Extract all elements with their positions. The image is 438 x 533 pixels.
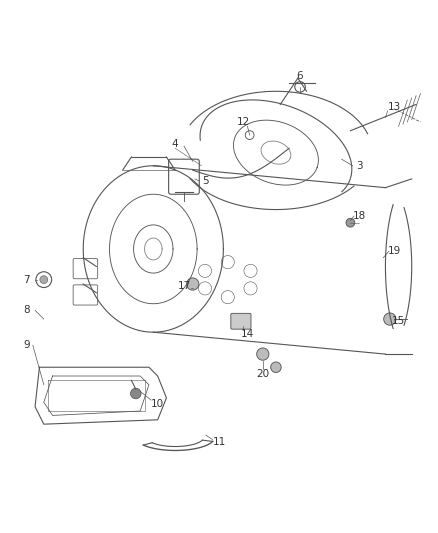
- Text: 10: 10: [151, 399, 164, 409]
- Text: 18: 18: [353, 211, 366, 221]
- Text: 17: 17: [177, 281, 191, 291]
- Text: 8: 8: [23, 305, 30, 316]
- Circle shape: [187, 278, 199, 290]
- FancyBboxPatch shape: [231, 313, 251, 329]
- Circle shape: [40, 276, 48, 284]
- Text: 14: 14: [241, 329, 254, 340]
- Text: 12: 12: [237, 117, 250, 127]
- Circle shape: [346, 219, 355, 227]
- Text: 5: 5: [202, 176, 209, 186]
- Text: 13: 13: [388, 102, 401, 111]
- Text: 9: 9: [23, 341, 30, 350]
- Text: 15: 15: [392, 316, 405, 326]
- Text: 3: 3: [356, 161, 363, 171]
- Text: 6: 6: [297, 71, 304, 81]
- Circle shape: [384, 313, 396, 325]
- Text: 7: 7: [23, 274, 30, 285]
- Circle shape: [257, 348, 269, 360]
- Text: 11: 11: [212, 437, 226, 447]
- Text: 19: 19: [388, 246, 401, 256]
- Text: 20: 20: [256, 369, 269, 379]
- Text: 4: 4: [172, 139, 179, 149]
- Circle shape: [271, 362, 281, 373]
- Circle shape: [131, 388, 141, 399]
